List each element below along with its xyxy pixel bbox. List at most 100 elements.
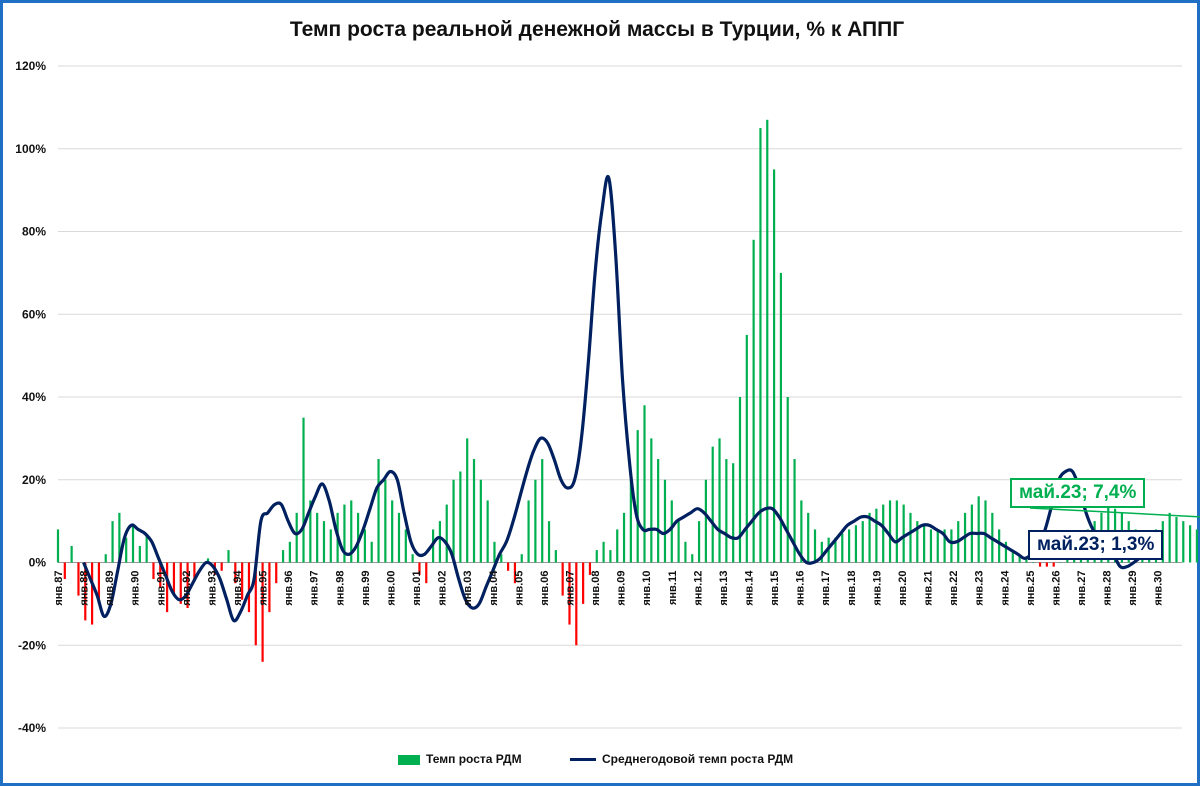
x-tick-label: янв.02	[437, 571, 449, 606]
x-tick-label: янв.93	[206, 571, 218, 606]
bar	[657, 459, 660, 563]
bar	[459, 471, 462, 563]
bar	[766, 119, 769, 563]
bar	[779, 272, 783, 563]
bar	[288, 541, 291, 563]
bar	[663, 479, 667, 563]
x-tick-label: янв.92	[181, 571, 193, 606]
bar	[418, 562, 421, 575]
bar	[486, 500, 489, 563]
bar	[636, 430, 639, 563]
bar	[268, 562, 271, 613]
x-tick-label: янв.95	[258, 571, 270, 606]
bar	[752, 239, 755, 563]
bar	[643, 405, 646, 563]
bar	[704, 479, 707, 563]
bar	[772, 169, 776, 563]
bar	[377, 459, 380, 563]
x-tick-label: янв.03	[462, 571, 474, 606]
bar	[193, 562, 196, 580]
bar	[302, 417, 305, 563]
x-tick-label: янв.28	[1102, 571, 1114, 606]
bar	[998, 529, 1001, 563]
bar	[711, 446, 714, 563]
y-tick-label: 100%	[15, 142, 46, 156]
bar	[813, 529, 817, 563]
bar	[1188, 525, 1192, 563]
x-tick-label: янв.09	[616, 571, 628, 606]
bar	[152, 562, 155, 580]
bar	[936, 529, 939, 563]
y-tick-label: -20%	[18, 638, 46, 652]
legend-bar: Темп роста РДМ	[398, 752, 522, 766]
bar	[261, 562, 264, 662]
x-tick-label: янв.99	[360, 571, 372, 606]
bar	[125, 537, 128, 563]
bar	[609, 550, 612, 563]
x-tick-label: янв.00	[386, 571, 398, 606]
x-tick-label: янв.87	[53, 571, 65, 606]
bar	[227, 550, 230, 563]
bar	[145, 533, 148, 563]
bar	[186, 562, 189, 609]
bar	[977, 496, 980, 563]
x-axis-ticks: янв.87 янв.88 янв.89 янв.90 янв.91 янв.92 янв.…	[53, 570, 1165, 606]
bar	[1182, 521, 1185, 563]
bar	[1052, 562, 1055, 567]
legend-line-swatch	[570, 758, 596, 762]
callout-bar-value: май.23; 7,4%	[1010, 478, 1146, 508]
bar	[561, 562, 564, 596]
bar	[745, 334, 748, 563]
bar	[622, 512, 626, 563]
bar	[452, 479, 455, 563]
bar	[172, 562, 176, 596]
bar	[479, 479, 482, 563]
bar	[875, 508, 878, 563]
y-tick-label: 0%	[29, 556, 47, 570]
bar	[445, 504, 448, 563]
bar	[854, 525, 858, 563]
x-tick-label: янв.08	[590, 571, 602, 606]
bar	[370, 541, 373, 563]
bar	[909, 512, 912, 563]
chart-title: Темп роста реальной денежной массы в Тур…	[289, 18, 905, 41]
bar	[138, 545, 141, 563]
bar	[670, 500, 673, 563]
x-tick-label: янв.91	[155, 571, 167, 606]
bar	[793, 459, 796, 563]
bar	[650, 438, 653, 563]
bar	[732, 463, 735, 563]
bar	[547, 521, 551, 563]
bar	[104, 554, 107, 563]
bar	[350, 500, 353, 563]
x-tick-label: янв.07	[565, 571, 577, 606]
bar	[111, 521, 114, 563]
bar	[206, 558, 210, 563]
bar	[800, 500, 803, 563]
bar	[841, 533, 844, 563]
bar	[247, 562, 251, 613]
y-tick-label: 20%	[22, 473, 46, 487]
bar	[1032, 562, 1035, 563]
bar	[220, 562, 223, 571]
bar	[595, 550, 598, 563]
bar	[425, 562, 428, 584]
bar	[234, 562, 237, 584]
bar	[882, 504, 885, 563]
bar	[384, 479, 387, 563]
x-tick-label: янв.97	[309, 571, 321, 606]
bar	[541, 459, 544, 563]
bar	[950, 529, 953, 563]
bar	[725, 459, 728, 563]
x-tick-label: янв.11	[667, 571, 679, 606]
x-tick-label: янв.16	[795, 571, 807, 606]
bar	[1168, 512, 1171, 563]
legend-line: Среднегодовой темп роста РДМ	[570, 752, 793, 766]
x-tick-label: янв.27	[1076, 571, 1088, 606]
legend-bar-swatch	[398, 754, 420, 765]
bar	[200, 562, 203, 563]
bar	[1175, 516, 1178, 563]
bar	[77, 562, 80, 596]
bar	[56, 529, 60, 563]
bar	[118, 512, 121, 563]
